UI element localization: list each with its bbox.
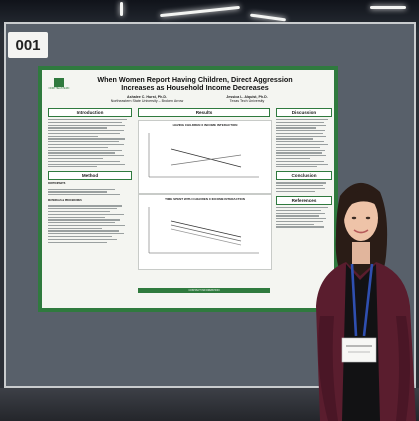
board-number: 001 — [15, 36, 41, 54]
introduction-text — [48, 119, 132, 168]
poster-title-line-2: Increases as Household Income Decreases — [121, 83, 269, 93]
results-chart-1: HAVING CHILDREN X INCOME INTERACTION — [138, 120, 272, 194]
ceiling-light — [249, 13, 287, 22]
section-conclusion: Conclusion — [276, 171, 332, 181]
poster-title-line-1: When Women Report Having Children, Direc… — [97, 75, 293, 84]
chart-2-plot — [148, 207, 259, 254]
lanyard — [350, 263, 374, 337]
left-arm — [318, 316, 338, 421]
contact-bar: CONTACT INFORMATION — [138, 288, 270, 293]
discussion-text — [276, 119, 332, 168]
hair-fringe — [343, 189, 379, 220]
method-materials-text — [48, 205, 132, 243]
neck — [352, 242, 370, 264]
name-badge — [341, 337, 377, 363]
presenter-photo — [316, 182, 416, 421]
university-logo: NORTHEASTERN — [46, 78, 72, 92]
method-participants-text — [48, 188, 132, 196]
face — [344, 195, 378, 241]
poster-center-column: Results — [138, 108, 270, 119]
section-method: Method — [48, 171, 132, 181]
section-results: Results — [138, 108, 270, 117]
ceiling-light — [120, 2, 123, 16]
section-discussion: Discussion — [276, 108, 332, 117]
author-left-affiliation: Northeastern State University – Broken A… — [110, 99, 184, 104]
poster-title: When Women Report Having Children, Direc… — [76, 75, 314, 93]
conclusion-text — [276, 182, 332, 192]
section-references: References — [276, 196, 332, 205]
chart-1-title: HAVING CHILDREN X INCOME INTERACTION — [172, 123, 238, 127]
section-introduction: Introduction — [48, 108, 132, 117]
board-number-card: 001 — [8, 32, 48, 58]
chart-2-title: TIME SPENT WITH CHILDREN X INCOME INTERA… — [165, 197, 245, 201]
right-arm — [396, 316, 410, 421]
results-chart-2: TIME SPENT WITH CHILDREN X INCOME INTERA… — [138, 194, 272, 270]
author-right-affiliation: Texas Tech University — [229, 99, 265, 104]
poster-right-column: Discussion Conclusion References — [276, 108, 332, 232]
logo-text: NORTHEASTERN — [48, 87, 70, 90]
author-left-name: Ashalee C. Hurst, Ph.D. — [127, 95, 167, 99]
poster-body: NORTHEASTERN When Women Report Having Ch… — [42, 70, 334, 308]
poster-left-column: Introduction Method PARTICIPANTS MATERIA… — [48, 108, 132, 247]
tree-icon — [54, 78, 64, 87]
contact-label: CONTACT INFORMATION — [188, 289, 220, 292]
method-participants-head: PARTICIPANTS — [48, 182, 66, 186]
research-poster: NORTHEASTERN When Women Report Having Ch… — [38, 66, 338, 312]
method-materials-head: MATERIALS & PROCEDURES — [48, 199, 82, 203]
ceiling-light — [160, 5, 240, 18]
author-right-name: Jessica L. Alquist, Ph.D. — [226, 95, 268, 99]
ceiling-light — [370, 6, 406, 9]
chart-1-plot — [148, 133, 259, 178]
author-left: Ashalee C. Hurst, Ph.D. Northeastern Sta… — [102, 95, 192, 104]
references-text — [276, 207, 332, 228]
author-right: Jessica L. Alquist, Ph.D. Texas Tech Uni… — [207, 95, 287, 104]
